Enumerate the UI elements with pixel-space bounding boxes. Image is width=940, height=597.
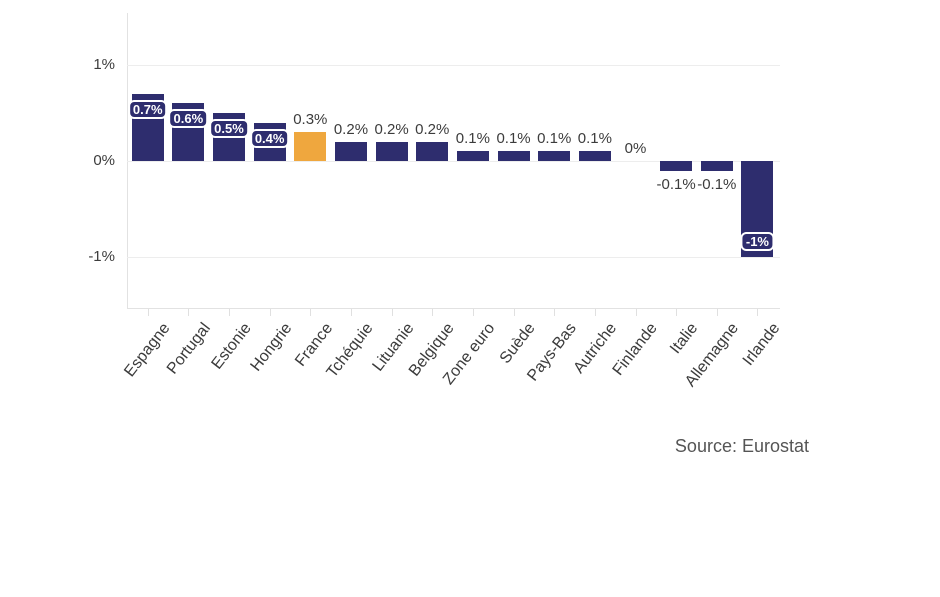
bar-value-label-zone-euro: 0.1% — [455, 130, 490, 148]
bar-value-label-estonie: 0.5% — [209, 119, 249, 138]
x-axis-tick — [391, 309, 393, 316]
bar-value-label-finlande: 0% — [624, 140, 647, 157]
x-axis-tick — [229, 309, 230, 316]
bar-belgique — [416, 141, 449, 161]
bar-autriche — [578, 151, 611, 161]
bar-value-label-italie: -0.1% — [656, 175, 696, 193]
x-axis-tick — [716, 309, 718, 316]
x-axis-tick — [350, 309, 352, 316]
bar-value-label-lituanie: 0.2% — [374, 120, 409, 138]
x-axis-line — [127, 308, 780, 309]
bar-italie — [660, 161, 693, 171]
bar-value-label-irlande: -1% — [740, 232, 774, 251]
bar-value-label-hongrie: 0.4% — [249, 128, 290, 148]
x-axis-tick — [310, 309, 312, 316]
x-axis-label-hongrie: Hongrie — [247, 320, 296, 375]
x-axis-tick — [513, 309, 515, 316]
source-caption: Source: Eurostat — [674, 436, 809, 456]
x-axis-tick — [432, 309, 434, 316]
x-axis-tick — [676, 309, 678, 316]
bar-allemagne — [700, 161, 733, 171]
x-axis-tick — [147, 309, 149, 316]
x-axis-label-italie: Italie — [667, 320, 702, 358]
bar-value-label-suede: 0.1% — [496, 130, 531, 148]
bar-france — [294, 132, 327, 161]
bar-value-label-france: 0.3% — [293, 111, 328, 129]
x-axis-tick — [594, 309, 596, 316]
x-axis-label-espagne: Espagne — [120, 320, 174, 381]
bar-value-label-portugal: 0.6% — [168, 109, 209, 129]
bar-tchequie — [334, 141, 367, 161]
y-axis-line — [127, 13, 128, 308]
bar-suede — [497, 151, 530, 161]
x-axis-tick — [757, 309, 759, 316]
bar-zone-euro — [456, 151, 489, 161]
x-axis-tick — [269, 309, 271, 316]
x-axis-tick — [635, 309, 637, 316]
y-gridline — [127, 257, 780, 258]
bar-value-label-autriche: 0.1% — [577, 130, 612, 148]
bar-value-label-belgique: 0.2% — [415, 120, 450, 138]
x-axis-tick — [472, 309, 474, 316]
y-gridline — [127, 65, 780, 66]
bar-value-label-espagne: 0.7% — [127, 99, 168, 119]
bar-value-label-pays-bas: 0.1% — [537, 130, 572, 148]
bar-value-label-allemagne: -0.1% — [697, 175, 737, 193]
y-gridline — [127, 161, 780, 162]
x-axis-tick — [554, 309, 556, 316]
x-axis-label-irlande: Irlande — [739, 320, 783, 370]
y-axis-tick-label: 0% — [93, 152, 115, 170]
bar-pays-bas — [538, 151, 571, 161]
bar-lituanie — [375, 141, 408, 161]
bar-value-label-tchequie: 0.2% — [333, 120, 369, 138]
x-axis-tick — [188, 309, 190, 316]
y-axis-tick-label: 1% — [93, 56, 115, 74]
y-axis-tick-label: -1% — [88, 248, 115, 266]
